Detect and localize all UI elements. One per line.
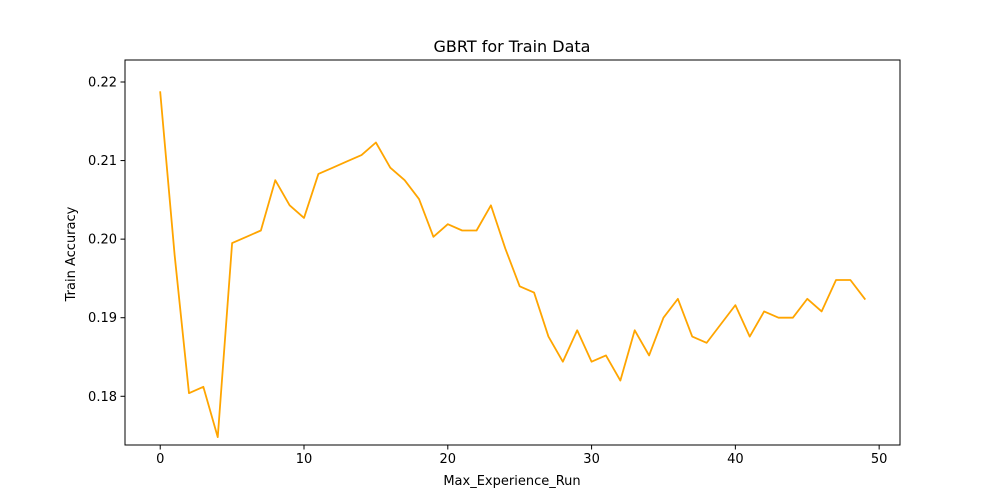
x-tick-label: 10 (296, 452, 313, 467)
y-tick-label: 0.22 (88, 76, 117, 91)
y-tick-label: 0.21 (88, 154, 117, 169)
y-axis: 0.18 0.19 0.20 0.21 0.22 (88, 76, 125, 405)
x-tick-label: 50 (871, 452, 888, 467)
plot-frame (124, 59, 901, 446)
plot-area (124, 59, 901, 446)
chart-title: GBRT for Train Data (434, 37, 591, 56)
x-tick-label: 20 (440, 452, 457, 467)
series-line-0 (159, 91, 867, 439)
y-tick-label: 0.20 (88, 233, 117, 248)
x-axis: 0 10 20 30 40 50 (156, 445, 887, 467)
y-tick-label: 0.19 (88, 311, 117, 326)
x-tick-label: 0 (156, 452, 164, 467)
x-axis-label: Max_Experience_Run (443, 474, 580, 489)
y-tick-label: 0.18 (88, 390, 117, 405)
x-tick-label: 30 (583, 452, 600, 467)
y-axis-label: Train Accuracy (64, 206, 79, 302)
x-tick-label: 40 (727, 452, 744, 467)
